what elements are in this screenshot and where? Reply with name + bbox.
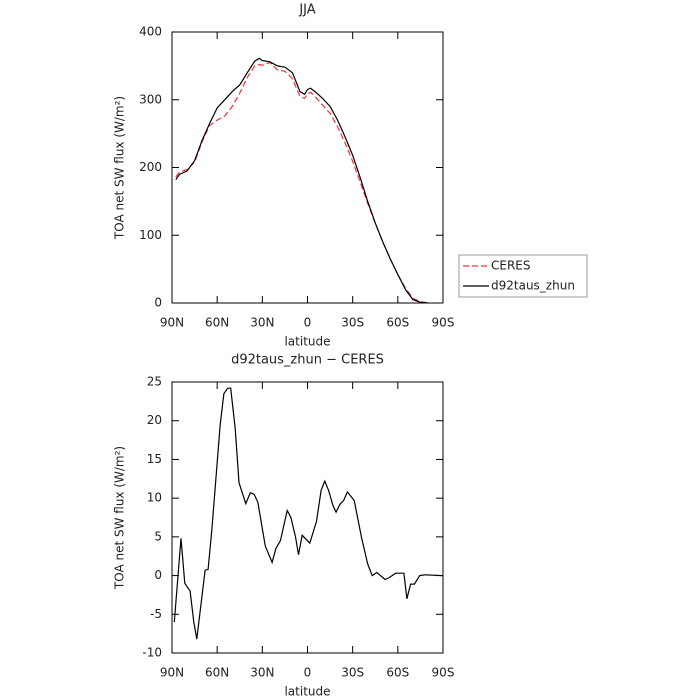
x-tick-label: 90S [432,316,455,330]
x-tick-label: 90N [160,316,184,330]
series-line [175,61,429,304]
y-tick-label: 15 [147,452,162,466]
y-tick-label: 25 [147,375,162,389]
legend-box [458,254,588,298]
x-tick-label: 30N [250,666,274,680]
series-line [175,57,428,304]
x-axis-label: latitude [284,335,330,349]
x-tick-label: 60N [205,316,229,330]
x-tick-label: 60S [386,316,409,330]
y-tick-label: 10 [147,491,162,505]
x-axis-label: latitude [284,685,330,699]
x-tick-label: 30S [341,316,364,330]
y-tick-label: 5 [154,529,162,543]
y-tick-label: 100 [139,228,162,242]
x-tick-label: 90S [432,666,455,680]
y-tick-label: -10 [142,646,162,660]
y-tick-label: 20 [147,413,162,427]
y-axis-label: TOA net SW flux (W/m²) [113,96,127,240]
series-line [173,387,444,640]
y-axis-label: TOA net SW flux (W/m²) [113,446,127,590]
y-tick-label: -5 [150,607,162,621]
x-tick-label: 0 [304,316,312,330]
chart-title: d92taus_zhun − CERES [231,353,384,368]
y-tick-label: 300 [139,92,162,106]
legend-label: d92taus_zhun [491,279,575,293]
y-tick-label: 200 [139,160,162,174]
plot-frame [171,381,444,654]
x-tick-label: 0 [304,666,312,680]
x-tick-label: 90N [160,666,184,680]
x-tick-label: 60S [386,666,409,680]
legend-label: CERES [491,259,531,273]
x-tick-label: 30N [250,316,274,330]
plot-frame [171,31,444,304]
chart-title: JJA [298,3,315,18]
x-tick-label: 60N [205,666,229,680]
y-tick-label: 0 [154,296,162,310]
y-tick-label: 0 [154,568,162,582]
y-tick-label: 400 [139,25,162,39]
x-tick-label: 30S [341,666,364,680]
